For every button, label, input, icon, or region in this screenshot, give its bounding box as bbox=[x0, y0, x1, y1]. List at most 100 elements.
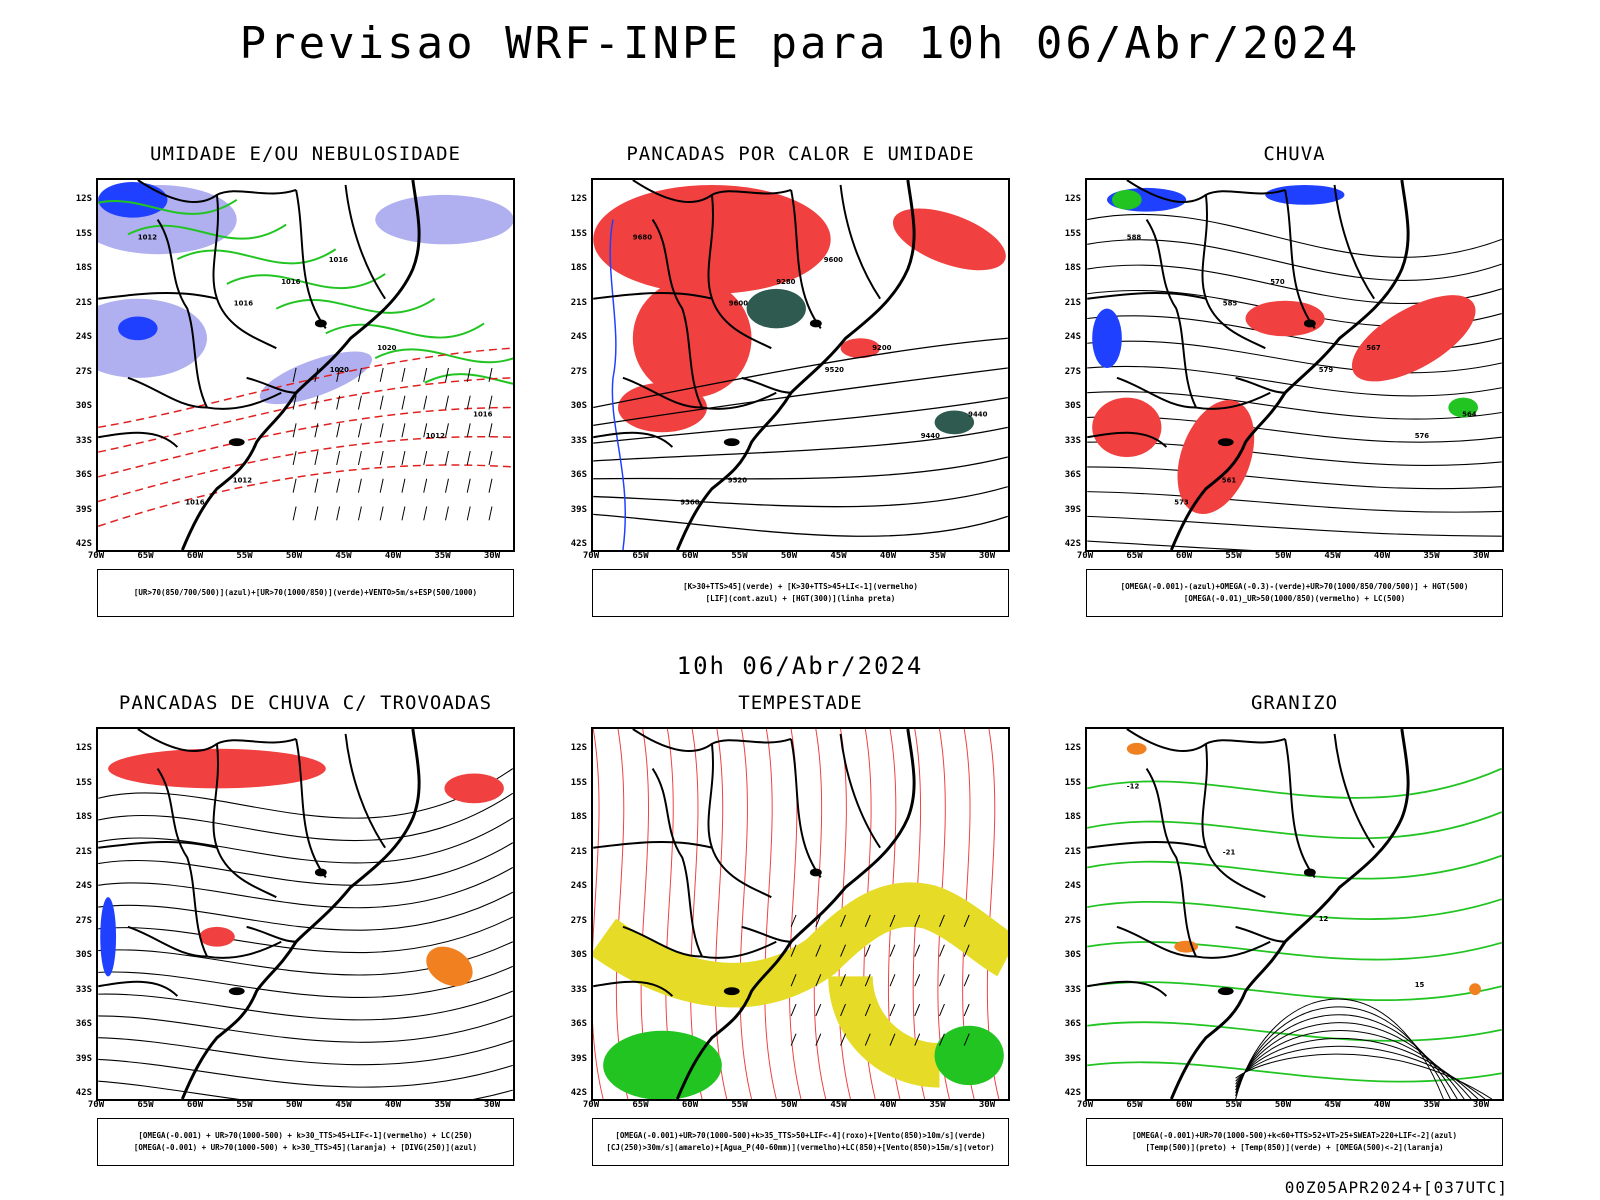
latitude-label: 18S bbox=[75, 812, 92, 822]
latitude-label: 30S bbox=[570, 401, 587, 411]
latitude-label: 18S bbox=[75, 263, 92, 273]
wind-vector bbox=[790, 1003, 797, 1017]
contour-label: 1012 bbox=[233, 477, 252, 485]
wind-vector bbox=[445, 506, 449, 521]
wind-vector bbox=[423, 367, 428, 382]
country-border bbox=[701, 940, 777, 959]
wind-vector bbox=[445, 478, 449, 493]
wind-vector bbox=[466, 423, 471, 438]
rain-area bbox=[1177, 399, 1255, 515]
country-border bbox=[1087, 292, 1207, 300]
legend-line: [Temp(500)](preto) + [Temp(850)](verde) … bbox=[1145, 1143, 1444, 1152]
wind-vector bbox=[336, 423, 341, 438]
latitude-label: 27S bbox=[75, 915, 92, 926]
longitude-label: 65W bbox=[137, 551, 154, 561]
wind-vector bbox=[790, 974, 797, 987]
wind-vector bbox=[466, 478, 471, 493]
longitude-label: 35W bbox=[1423, 551, 1440, 561]
legend-line: [OMEGA(-0.001) + UR>70(1000-500) + k>30_… bbox=[138, 1131, 473, 1140]
longitude-label: 35W bbox=[434, 1100, 451, 1110]
contour-label: 588 bbox=[1127, 233, 1142, 241]
height-contour bbox=[593, 397, 1008, 444]
thickness-contour bbox=[98, 406, 513, 478]
wind-vector bbox=[466, 395, 471, 410]
legend-line: [UR>70(850/700/500)](azul)+[UR>70(1000/8… bbox=[133, 588, 478, 597]
precip-water-contour bbox=[739, 729, 753, 1099]
latitude-label: 24S bbox=[570, 881, 587, 891]
latitude-label: 42S bbox=[1064, 1088, 1081, 1098]
humidity-contour bbox=[424, 373, 513, 385]
wind-vector bbox=[445, 423, 449, 438]
wind-vector bbox=[336, 506, 341, 521]
longitude-label: 60W bbox=[186, 551, 204, 561]
latitude-label: 27S bbox=[570, 915, 587, 926]
wind-vector bbox=[889, 1033, 896, 1046]
country-border bbox=[156, 219, 208, 408]
latitude-label: 33S bbox=[1064, 435, 1081, 446]
contour-label: 9360 bbox=[680, 498, 699, 506]
longitude-label: 35W bbox=[434, 551, 451, 561]
wind-vector bbox=[423, 506, 428, 521]
country-border bbox=[1333, 184, 1375, 300]
country-border bbox=[98, 431, 179, 448]
streamline bbox=[98, 792, 513, 842]
wind-vector bbox=[401, 395, 406, 410]
latitude-label: 18S bbox=[1064, 812, 1081, 822]
longitude-label: 55W bbox=[236, 1100, 253, 1110]
longitude-label: 60W bbox=[1175, 551, 1193, 561]
latitude-label: 33S bbox=[570, 984, 587, 995]
country-border bbox=[344, 184, 386, 300]
wind-vector bbox=[790, 944, 797, 957]
panel-pancadas-trovoadas: PANCADAS DE CHUVA C/ TROVOADAS 12S 15S 18S 2… bbox=[76, 692, 545, 1177]
country-border bbox=[1087, 841, 1207, 849]
latitude-label: 21S bbox=[1064, 846, 1081, 857]
wind-vector bbox=[815, 914, 822, 928]
wind-vector bbox=[357, 367, 362, 382]
streamline bbox=[98, 965, 513, 998]
wind-850-area bbox=[603, 1030, 722, 1099]
height-contour bbox=[593, 456, 1008, 480]
country-border bbox=[839, 184, 881, 300]
longitude-label: 70W bbox=[87, 551, 105, 561]
wind-vector bbox=[357, 478, 362, 493]
latitude-label: 36S bbox=[75, 470, 92, 480]
longitude-label: 50W bbox=[1274, 1100, 1292, 1110]
latitude-label: 42S bbox=[75, 539, 92, 549]
wind-vector bbox=[840, 1003, 846, 1017]
latitude-label: 24S bbox=[75, 332, 92, 342]
orange-area bbox=[426, 946, 473, 987]
latitude-label: 15S bbox=[1064, 228, 1081, 239]
instability-area bbox=[892, 208, 1006, 271]
country-border bbox=[1235, 376, 1286, 394]
forecast-map: 9680 9600 9520 9440 9360 9280 9200 9440 9520 9600 bbox=[591, 178, 1010, 552]
latitude-label: 27S bbox=[1064, 366, 1081, 377]
map-canvas bbox=[98, 729, 513, 1099]
wind-vector bbox=[292, 478, 297, 493]
streamline bbox=[98, 842, 513, 886]
humidity-contour bbox=[176, 248, 337, 265]
rain-area bbox=[1245, 300, 1325, 337]
wind-vector bbox=[889, 944, 896, 957]
contour-label: 15 bbox=[1415, 981, 1425, 989]
wind-vector bbox=[889, 914, 896, 928]
country-border bbox=[295, 189, 327, 329]
contour-label: -21 bbox=[1223, 849, 1236, 857]
contour-label: 561 bbox=[1222, 477, 1237, 485]
wind-vector bbox=[815, 1003, 822, 1017]
wind-vector bbox=[292, 450, 297, 466]
contour-label: 9440 bbox=[921, 432, 940, 440]
wind-vector bbox=[401, 506, 406, 521]
contour-label: 576 bbox=[1415, 432, 1430, 440]
wind-vector bbox=[423, 478, 428, 493]
country-border bbox=[593, 431, 674, 448]
longitude-label: 45W bbox=[1324, 1100, 1341, 1110]
jet-area bbox=[593, 882, 1008, 1008]
contour-label: 1016 bbox=[281, 278, 300, 286]
coastline bbox=[675, 180, 916, 550]
temp-850-contour bbox=[1087, 941, 1502, 961]
latitude-label: 39S bbox=[1064, 504, 1081, 515]
country-border bbox=[839, 733, 881, 849]
latitude-label: 42S bbox=[75, 1088, 92, 1098]
instability-area bbox=[632, 278, 752, 398]
contour-label: 573 bbox=[1174, 498, 1189, 506]
